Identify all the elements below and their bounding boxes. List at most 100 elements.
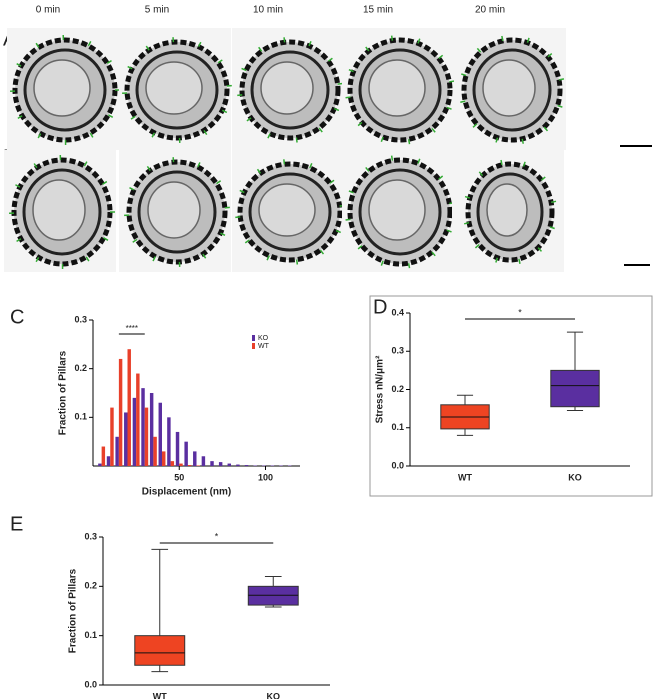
- displacement-vector: [267, 133, 271, 139]
- displacement-vector: [35, 42, 40, 48]
- bar: [136, 373, 140, 466]
- y-axis-label: Stress nN/μm²: [375, 355, 386, 423]
- bar: [184, 441, 188, 466]
- displacement-vector: [216, 180, 222, 185]
- displacement-vector: [472, 123, 478, 128]
- box: [134, 635, 186, 666]
- displacement-vector: [87, 41, 92, 47]
- displacement-vector: [345, 218, 351, 221]
- displacement-vector: [129, 186, 135, 191]
- displacement-vector: [407, 263, 411, 269]
- nucleus: [145, 61, 203, 115]
- displacement-vector: [337, 82, 343, 85]
- displacement-vector: [365, 166, 370, 172]
- displacement-vector: [33, 163, 38, 169]
- displacement-vector: [474, 243, 480, 249]
- displacement-vector: [203, 129, 208, 136]
- displacement-vector: [478, 171, 484, 177]
- cell-image: [452, 150, 564, 272]
- cell-image: [454, 28, 566, 150]
- annotation: *: [518, 307, 522, 317]
- displacement-vector: [390, 35, 394, 41]
- displacement-vector: [241, 67, 247, 72]
- y-tick-label: 0.1: [391, 422, 404, 432]
- time-label: 0 min: [36, 5, 60, 16]
- bar: [153, 436, 157, 466]
- displacement-vector: [108, 114, 114, 118]
- bar: [132, 397, 137, 466]
- displacement-vector: [521, 138, 524, 144]
- displacement-vector: [550, 200, 557, 204]
- annotation: ****: [126, 324, 138, 333]
- bar: [210, 461, 214, 466]
- displacement-vector: [540, 176, 546, 181]
- displacement-vector: [537, 247, 543, 252]
- x-tick-label: KO: [267, 691, 281, 699]
- displacement-vector: [357, 245, 363, 250]
- displacement-vector: [239, 189, 245, 194]
- displacement-vector: [83, 161, 88, 167]
- bar: [144, 407, 149, 466]
- bar: [187, 465, 192, 466]
- displacement-vector: [152, 256, 156, 262]
- displacement-vector: [319, 249, 325, 255]
- cell-image: [232, 150, 345, 272]
- x-tick-label: WT: [153, 691, 167, 699]
- y-tick-label: 0.0: [84, 679, 97, 689]
- nucleus: [147, 181, 201, 239]
- displacement-vector: [407, 139, 411, 145]
- cell-image: [7, 28, 120, 150]
- displacement-vector: [464, 195, 471, 199]
- x-axis-label: Displacement (nm): [142, 487, 231, 498]
- displacement-vector: [526, 37, 530, 43]
- bar: [162, 451, 166, 466]
- displacement-vector: [89, 132, 94, 138]
- displacement-vector: [518, 258, 521, 264]
- y-axis-label: Fraction of Pillars: [58, 350, 69, 435]
- nucleus: [368, 179, 426, 241]
- bar: [98, 463, 102, 466]
- cell-image: [342, 150, 455, 272]
- legend-swatch: [252, 335, 255, 341]
- time-label: 15 min: [363, 5, 393, 16]
- displacement-vector: [495, 257, 499, 263]
- x-tick-label: 100: [258, 472, 273, 482]
- annotation: *: [215, 531, 219, 541]
- displacement-vector: [309, 163, 313, 169]
- bar: [124, 412, 128, 466]
- nucleus: [33, 59, 91, 117]
- x-tick-label: WT: [458, 472, 472, 482]
- cell-image: [119, 28, 232, 150]
- y-tick-label: 0.2: [84, 581, 97, 591]
- displacement-vector: [446, 229, 452, 233]
- displacement-vector: [256, 168, 262, 174]
- displacement-vector: [132, 238, 138, 243]
- displacement-vector: [235, 216, 241, 219]
- displacement-vector: [357, 121, 363, 127]
- displacement-vector: [237, 94, 243, 97]
- x-tick-label: 50: [174, 472, 184, 482]
- legend-label: KO: [258, 335, 269, 342]
- y-tick-label: 0.0: [391, 460, 404, 470]
- displacement-vector: [557, 104, 563, 108]
- displacement-vector: [197, 162, 201, 168]
- nucleus: [368, 59, 426, 117]
- displacement-vector: [549, 226, 555, 230]
- displacement-vector: [217, 59, 223, 64]
- displacement-vector: [35, 257, 40, 263]
- bar: [158, 402, 162, 466]
- displacement-vector: [335, 229, 342, 234]
- bar: [201, 456, 206, 466]
- cell-image: [232, 28, 344, 150]
- y-tick-label: 0.3: [391, 346, 404, 356]
- bar: [115, 436, 119, 466]
- displacement-vector: [329, 179, 335, 184]
- panel-frame: [369, 295, 653, 497]
- displacement-vector: [308, 41, 312, 47]
- displacement-vector: [390, 155, 394, 161]
- nucleus: [32, 179, 86, 241]
- displacement-vector: [345, 96, 351, 99]
- x-tick-label: KO: [568, 472, 582, 482]
- nucleus: [486, 183, 528, 237]
